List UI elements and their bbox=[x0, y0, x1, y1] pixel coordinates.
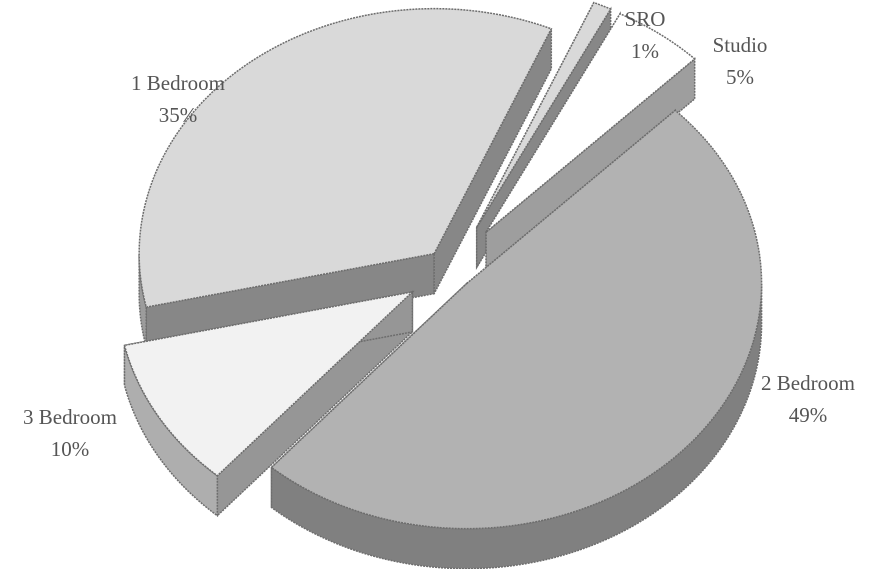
slice-name: SRO bbox=[625, 7, 666, 31]
slice-name: 3 Bedroom bbox=[23, 405, 117, 429]
slice-label-1-bedroom: 1 Bedroom 35% bbox=[131, 71, 225, 127]
slice-percent: 10% bbox=[51, 437, 90, 461]
slice-percent: 49% bbox=[789, 403, 828, 427]
slice-sro bbox=[476, 1, 612, 228]
slice-1-bedroom bbox=[138, 7, 553, 308]
slice-name: Studio bbox=[713, 33, 768, 57]
slice-label-studio: Studio 5% bbox=[713, 33, 768, 89]
slice-label-3-bedroom: 3 Bedroom 10% bbox=[23, 405, 117, 461]
slice-label-sro: SRO 1% bbox=[625, 7, 666, 63]
slice-percent: 5% bbox=[726, 65, 754, 89]
pie-slices bbox=[123, 1, 763, 569]
slice-name: 1 Bedroom bbox=[131, 71, 225, 95]
pie-labels: SRO 1% Studio 5% 2 Bedroom 49% 3 Bedroom 10% 1 B… bbox=[23, 7, 855, 461]
slice-percent: 1% bbox=[631, 39, 659, 63]
slice-2-bedroom bbox=[270, 109, 763, 530]
slice-label-2-bedroom: 2 Bedroom 49% bbox=[761, 371, 855, 427]
slice-3-bedroom bbox=[123, 290, 415, 477]
slice-name: 2 Bedroom bbox=[761, 371, 855, 395]
slice-percent: 35% bbox=[159, 103, 198, 127]
slice-studio bbox=[485, 12, 696, 233]
